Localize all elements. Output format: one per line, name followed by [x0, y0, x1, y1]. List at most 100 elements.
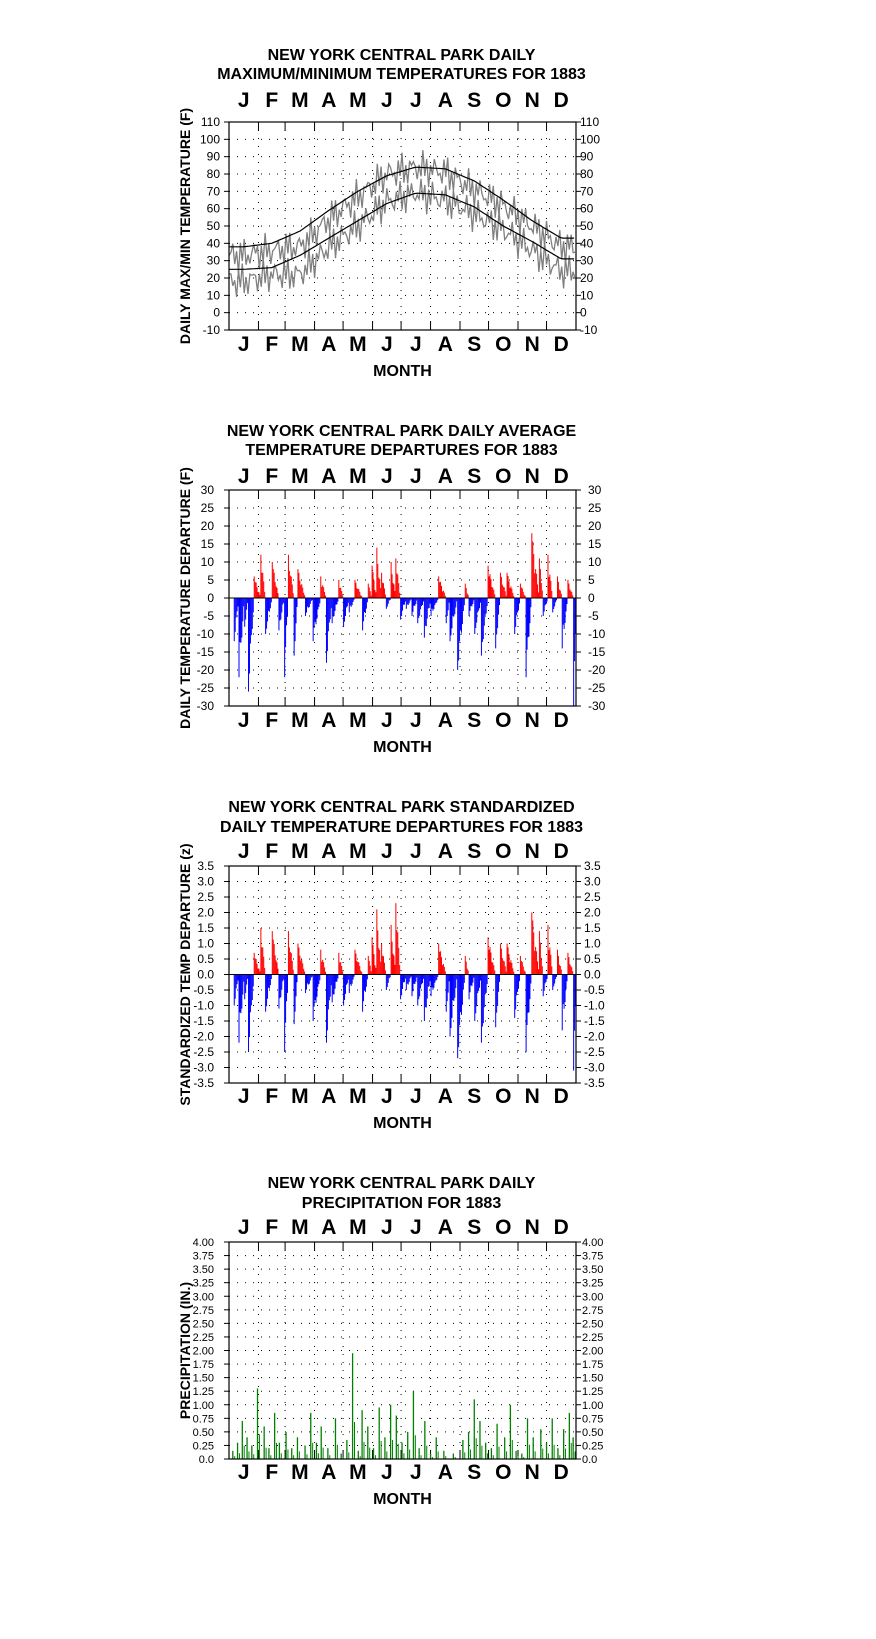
departure-bar — [339, 588, 341, 598]
month-label-bottom: J — [381, 1085, 393, 1108]
x-axis-label: MONTH — [373, 1115, 432, 1132]
y-tick-label: 30 — [580, 254, 594, 268]
departure-bar — [419, 598, 421, 616]
departure-bar — [527, 598, 529, 638]
departure-bar — [486, 598, 488, 607]
month-label-bottom: O — [495, 1461, 511, 1484]
departure-bar — [419, 974, 421, 997]
departure-bar — [278, 974, 280, 1009]
departure-bar — [432, 974, 434, 990]
departure-bar — [315, 974, 317, 1003]
departure-bar — [511, 588, 513, 598]
y-tick-label: 0.5 — [584, 952, 601, 966]
departure-bar — [415, 598, 417, 604]
departure-bar — [557, 956, 559, 975]
departure-bar — [375, 967, 377, 975]
y-tick-label: 100 — [580, 132, 600, 146]
departure-bar — [481, 974, 483, 1027]
departure-bar — [454, 598, 456, 615]
departure-bar — [282, 598, 284, 605]
departure-bar — [440, 951, 442, 975]
departure-bar — [233, 974, 235, 1006]
departure-bar — [464, 955, 466, 975]
departure-bar — [325, 595, 327, 598]
month-label-bottom: M — [291, 709, 309, 732]
departure-bar — [263, 581, 265, 598]
departure-bar — [365, 974, 367, 987]
departure-bar — [566, 598, 568, 605]
departure-bar — [465, 588, 467, 598]
departure-bar — [393, 584, 395, 598]
departure-bar — [429, 974, 431, 982]
departure-bar — [295, 974, 297, 997]
departure-bar — [275, 960, 277, 975]
departure-bar — [512, 592, 514, 598]
departure-bar — [428, 598, 430, 609]
departure-bar — [447, 598, 449, 611]
departure-bar — [460, 974, 462, 1015]
departure-bar — [515, 598, 517, 627]
departure-bar — [327, 974, 329, 1010]
departure-bar — [323, 962, 325, 975]
departure-bar — [434, 974, 436, 983]
departure-bar — [441, 957, 443, 975]
departure-bar — [264, 967, 266, 975]
departure-bar — [506, 943, 508, 975]
month-label-top: M — [349, 89, 367, 112]
y-tick-label: 5 — [588, 573, 595, 587]
departure-bar — [564, 598, 566, 623]
departure-bar — [380, 588, 382, 598]
departure-bar — [563, 598, 565, 629]
departure-bar — [471, 974, 473, 987]
departure-bar — [383, 962, 385, 975]
month-label-top: A — [438, 840, 453, 863]
departure-bar — [260, 554, 262, 598]
month-label-bottom: O — [495, 1085, 511, 1108]
departure-bar — [476, 598, 478, 623]
departure-bar — [322, 585, 324, 598]
departure-bar — [350, 974, 352, 986]
month-label-bottom: J — [410, 333, 422, 356]
departure-bar — [349, 598, 351, 606]
month-label-top: N — [525, 840, 540, 863]
month-label-top: J — [410, 465, 422, 488]
month-label-bottom: F — [265, 709, 278, 732]
departure-bar — [536, 951, 538, 975]
departure-bar — [390, 562, 392, 598]
departure-bar — [524, 971, 526, 975]
y-tick-label: -10 — [580, 323, 598, 337]
departure-bar — [574, 974, 576, 1031]
departure-bar — [250, 974, 252, 1006]
departure-bar — [347, 598, 349, 603]
departure-bar — [523, 594, 525, 598]
departure-bar — [335, 598, 337, 605]
departure-bar — [535, 569, 537, 598]
plot-frame — [228, 121, 577, 331]
y-tick-label: -1.0 — [584, 999, 605, 1013]
departure-bar — [573, 974, 575, 1071]
month-label-top: O — [495, 1216, 511, 1239]
month-label-bottom: M — [349, 709, 367, 732]
departure-bar — [391, 574, 393, 598]
departure-bar — [254, 958, 256, 975]
departure-bar — [432, 598, 434, 611]
departure-bar — [413, 974, 415, 984]
departure-bar — [274, 955, 276, 975]
departure-bar — [507, 947, 509, 975]
y-tick-label: 1.25 — [582, 1386, 603, 1398]
departure-bar — [478, 598, 480, 611]
departure-bar — [413, 598, 415, 606]
departure-bar — [512, 968, 514, 975]
departure-bar — [250, 598, 252, 636]
departure-bar — [306, 598, 308, 607]
y-tick-label: 2.0 — [584, 906, 601, 920]
departure-bar — [476, 974, 478, 1007]
departure-bar — [456, 598, 458, 602]
y-tick-label: 1.50 — [193, 1373, 214, 1385]
chart-title: TEMPERATURE DEPARTURES FOR 1883 — [245, 442, 557, 459]
departure-bar — [236, 974, 238, 985]
month-label-bottom: A — [321, 709, 336, 732]
month-label-bottom: N — [525, 1085, 540, 1108]
month-label-top: N — [525, 465, 540, 488]
month-label-bottom: J — [410, 709, 422, 732]
